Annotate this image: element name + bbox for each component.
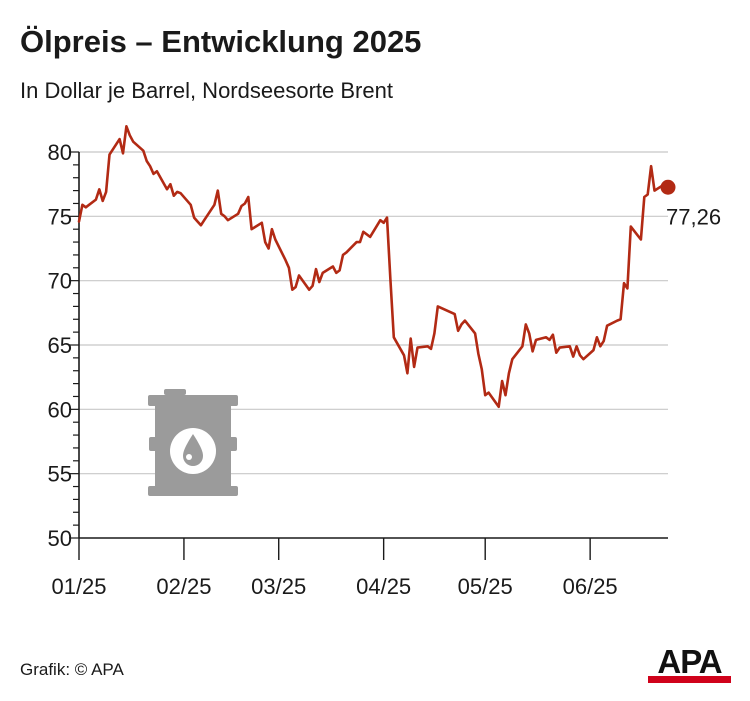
- barrel-rim-top: [148, 395, 238, 406]
- x-tick-label: 04/25: [356, 574, 411, 599]
- x-tick-label: 01/25: [51, 574, 106, 599]
- price-line: [77, 125, 670, 409]
- logo-text: APA: [657, 645, 721, 680]
- last-value-label: 77,26: [666, 204, 721, 229]
- y-tick-label: 65: [48, 333, 72, 358]
- chart-title: Ölpreis – Entwicklung 2025: [20, 24, 422, 59]
- y-tick-label: 55: [48, 462, 72, 487]
- x-tick-label: 02/25: [156, 574, 211, 599]
- footer-credit: Grafik: © APA: [20, 660, 124, 679]
- last-value-dot: [660, 179, 676, 195]
- y-tick-label: 80: [48, 140, 72, 165]
- logo-bar: [648, 676, 731, 683]
- x-tick-label: 03/25: [251, 574, 306, 599]
- x-tick-label: 06/25: [563, 574, 618, 599]
- line-chart: 50 55 60 65 70 75 80 01/25 02/25 03/25 04/25 05/25 0…: [48, 125, 721, 599]
- chart-subtitle: In Dollar je Barrel, Nordseesorte Brent: [20, 78, 393, 103]
- y-tick-label: 50: [48, 526, 72, 551]
- barrel-rim-bottom: [148, 486, 238, 496]
- y-tick-label: 70: [48, 269, 72, 294]
- x-tick-label: 05/25: [458, 574, 513, 599]
- barrel-cap: [164, 389, 186, 395]
- oil-barrel-icon: [148, 389, 238, 496]
- oil-drop-highlight: [186, 454, 192, 460]
- apa-logo: APA: [648, 645, 731, 683]
- y-tick-label: 60: [48, 397, 72, 422]
- y-tick-label: 75: [48, 204, 72, 229]
